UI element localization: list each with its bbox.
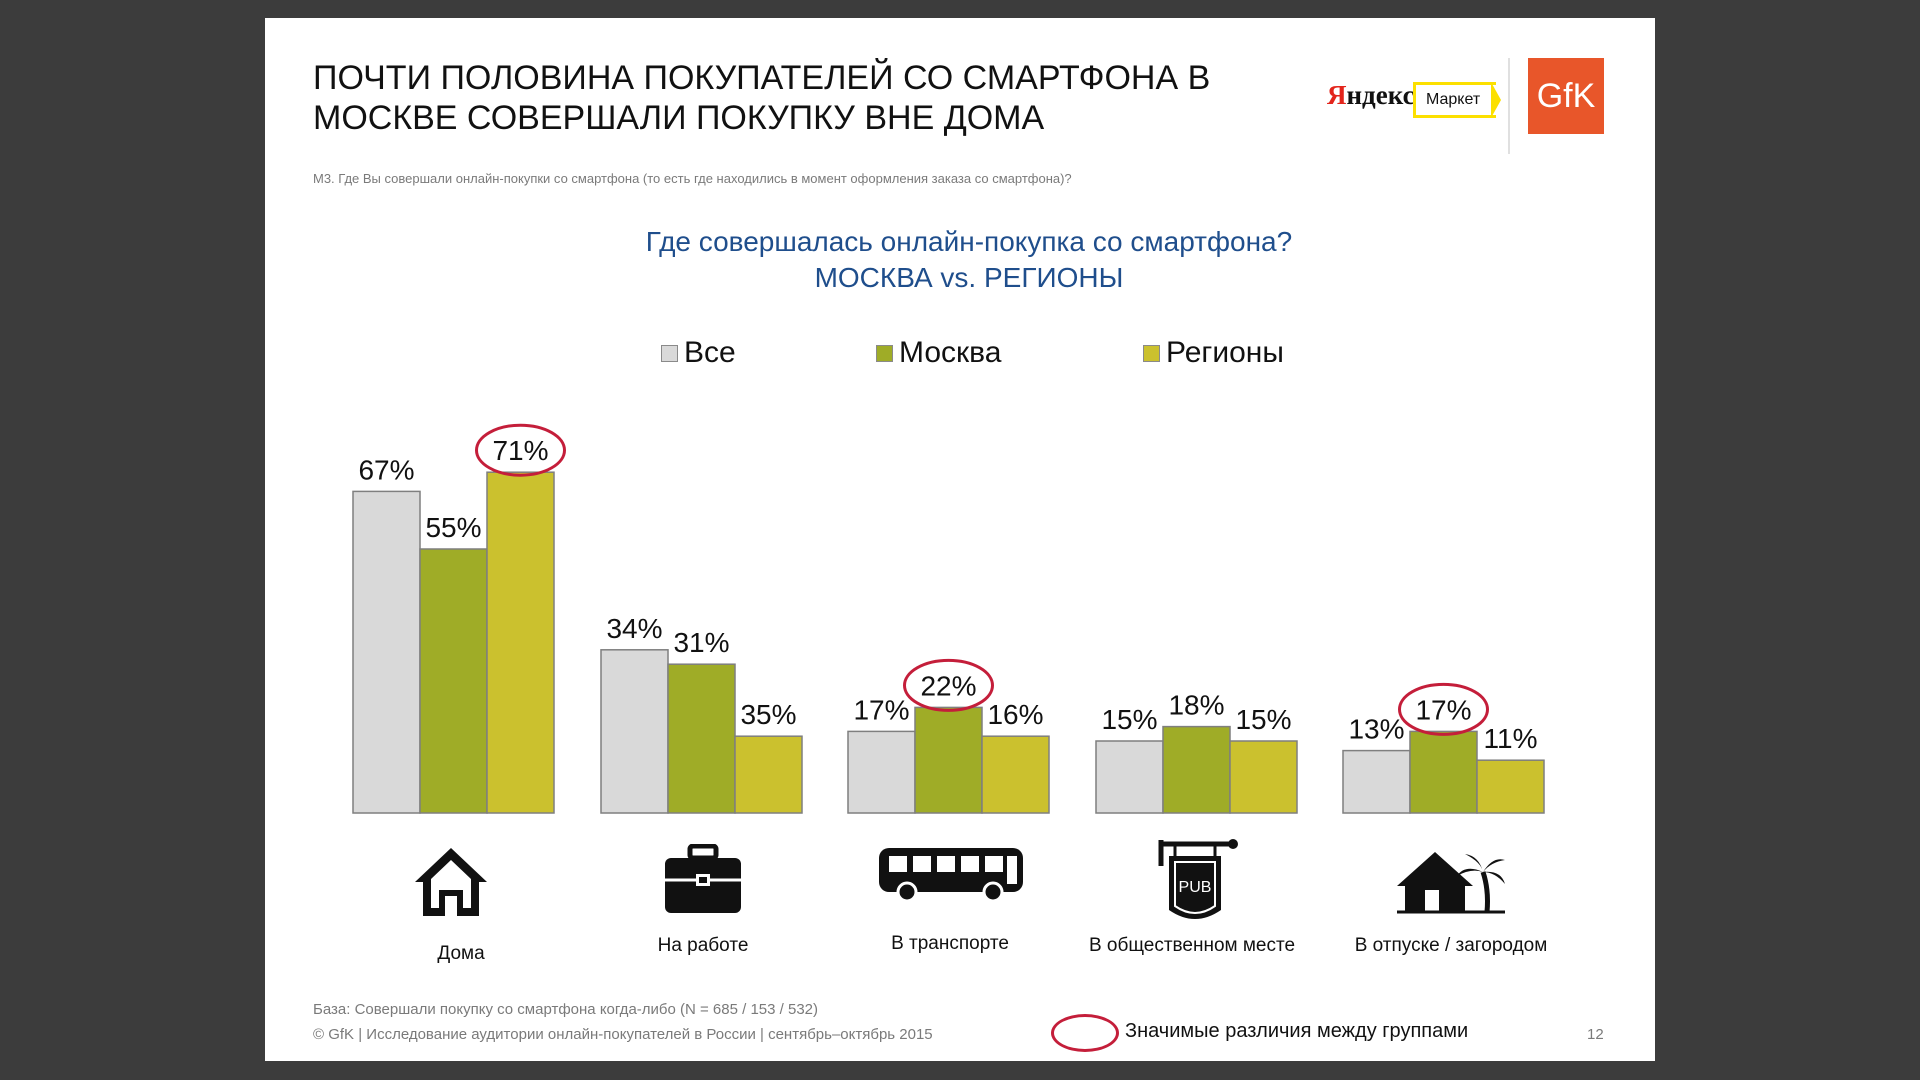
data-label-transport-moscow: 22%	[920, 670, 976, 701]
data-label-transport-all: 17%	[853, 694, 909, 725]
data-label-transport-regions: 16%	[987, 699, 1043, 730]
footer-copyright: © GfK | Исследование аудитории онлайн-по…	[313, 1026, 933, 1043]
bar-transport-regions	[981, 735, 1050, 814]
data-label-work-regions: 35%	[740, 699, 796, 730]
data-label-work-all: 34%	[606, 613, 662, 644]
bar-work-regions	[734, 735, 803, 814]
legend-item-moscow: Москва	[876, 336, 1001, 370]
bar-home-all	[352, 490, 421, 814]
bar-public-place-all	[1095, 740, 1164, 814]
category-label-public-place: В общественном месте	[1088, 935, 1296, 956]
survey-question: М3. Где Вы совершали онлайн-покупки со с…	[313, 171, 1072, 186]
data-label-public-place-all: 15%	[1101, 704, 1157, 735]
legend-swatch-regions	[1143, 344, 1160, 362]
legend-label-regions: Регионы	[1166, 336, 1284, 369]
logo-divider	[1508, 58, 1510, 154]
significance-label: Значимые различия между группами	[1125, 1020, 1469, 1042]
slide: ПОЧТИ ПОЛОВИНА ПОКУПАТЕЛЕЙ СО СМАРТФОНА …	[265, 18, 1655, 1061]
bar-home-moscow	[419, 548, 488, 814]
category-label-vacation: В отпуске / загородом	[1354, 935, 1548, 956]
chart-legend: Все Москва Регионы	[265, 336, 1655, 376]
bus-icon	[879, 848, 1023, 903]
data-label-vacation-all: 13%	[1348, 714, 1404, 745]
bar-transport-all	[847, 730, 916, 814]
house-icon	[415, 848, 487, 916]
chart-subtitle: МОСКВА vs. РЕГИОНЫ	[814, 262, 1124, 293]
yandex-logo: Яндекс	[1327, 80, 1415, 111]
legend-label-all: Все	[684, 336, 736, 369]
legend-swatch-moscow	[876, 344, 893, 362]
bar-work-all	[600, 649, 669, 814]
footer-base: База: Совершали покупку со смартфона ког…	[313, 1001, 819, 1018]
page-title: ПОЧТИ ПОЛОВИНА ПОКУПАТЕЛЕЙ СО СМАРТФОНА …	[313, 59, 1211, 137]
data-label-vacation-moscow: 17%	[1415, 694, 1471, 725]
significance-ellipse-marker	[1051, 1014, 1119, 1052]
data-label-home-moscow: 55%	[425, 512, 481, 543]
bar-vacation-regions	[1476, 759, 1545, 814]
legend-label-moscow: Москва	[899, 336, 1002, 369]
legend-item-all: Все	[661, 336, 736, 370]
legend-swatch-all	[661, 344, 678, 362]
gfk-logo: GfK	[1528, 58, 1604, 134]
data-label-home-all: 67%	[358, 454, 414, 485]
bar-home-regions	[486, 471, 555, 814]
market-logo-tip	[1491, 82, 1501, 118]
page-number: 12	[1587, 1026, 1604, 1043]
bar-public-place-moscow	[1162, 725, 1231, 814]
chart-title: Где совершалась онлайн-покупка со смартф…	[645, 226, 1293, 257]
data-label-vacation-regions: 11%	[1484, 723, 1538, 754]
bar-chart: 67% 55% 71% 34% 31% 35% 17% 22% 16% 15% 18% 15% 13% 1…	[352, 423, 1545, 814]
highlight-ellipse-vacation-moscow	[1398, 682, 1489, 736]
category-label-transport: В транспорте	[891, 933, 1009, 954]
data-label-public-place-regions: 15%	[1235, 704, 1291, 735]
data-label-public-place-moscow: 18%	[1168, 690, 1224, 721]
bar-work-moscow	[667, 663, 736, 814]
briefcase-icon	[665, 844, 741, 913]
bar-vacation-moscow	[1409, 730, 1478, 814]
category-label-work: На работе	[657, 935, 749, 956]
yandex-logo-ya: Я	[1327, 80, 1347, 110]
pub-sign-icon: PUB	[1158, 839, 1238, 919]
yandex-logo-text: ндекс	[1346, 80, 1415, 110]
bar-vacation-all	[1342, 749, 1411, 814]
bar-public-place-regions	[1229, 740, 1298, 814]
data-label-work-moscow: 31%	[673, 627, 729, 658]
category-label-home: Дома	[437, 943, 485, 964]
vacation-house-palm-icon	[1397, 852, 1505, 914]
bar-transport-moscow	[914, 706, 983, 814]
market-logo: Маркет	[1413, 82, 1497, 118]
highlight-ellipse-home-regions	[475, 423, 566, 477]
legend-item-regions: Регионы	[1143, 336, 1284, 370]
data-label-home-regions: 71%	[492, 435, 548, 466]
highlight-ellipse-transport-moscow	[903, 658, 994, 712]
svg-text:PUB: PUB	[1179, 879, 1212, 896]
